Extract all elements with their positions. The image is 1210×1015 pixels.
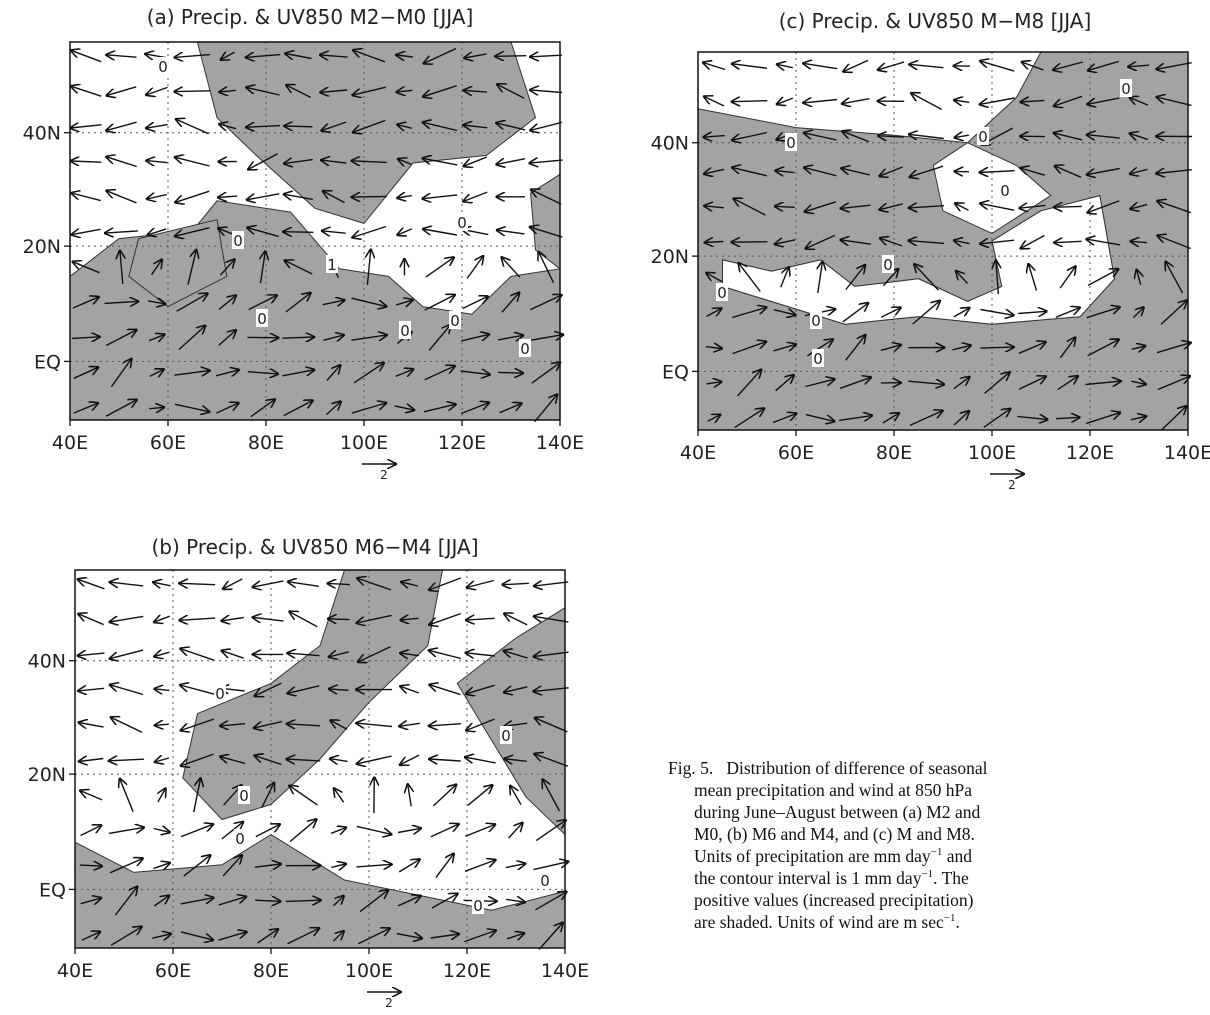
contour-label: 0 <box>1121 80 1131 98</box>
y-tick-label: EQ <box>34 351 61 373</box>
superscript: −1 <box>944 912 956 924</box>
contour-label: 0 <box>1000 182 1010 200</box>
map-panel: (c) Precip. & UV850 M−M8 [JJA] 0 0 0 0 0 0 0 0 40… <box>651 9 1210 492</box>
figure: (a) Precip. & UV850 M2−M0 [JJA]000000014… <box>0 0 1210 1015</box>
y-tick-label: 40N <box>23 123 61 145</box>
map-panel: (a) Precip. & UV850 M2−M0 [JJA]000000014… <box>23 5 585 482</box>
contour-label: 1 <box>327 256 337 274</box>
x-tick-label: 80E <box>253 960 289 982</box>
wind-vector <box>328 619 350 620</box>
x-tick-label: 60E <box>155 960 191 982</box>
y-tick-label: EQ <box>39 879 66 901</box>
panel-title: (c) Precip. & UV850 M−M8 [JJA] <box>779 9 1092 33</box>
reference-vector-label: 2 <box>1008 478 1016 492</box>
contour-label: 0 <box>158 58 168 76</box>
x-tick-label: 40E <box>680 442 716 464</box>
contour-label: 0 <box>457 214 467 232</box>
panel-title: (a) Precip. & UV850 M2−M0 [JJA] <box>147 5 474 29</box>
contour-label: 0 <box>786 134 796 152</box>
x-tick-label: 40E <box>52 432 88 454</box>
contour-label: 0 <box>400 322 410 340</box>
wind-vector <box>174 91 210 92</box>
x-tick-label: 140E <box>541 960 589 982</box>
x-tick-label: 80E <box>876 442 912 464</box>
caption-label: Fig. 5. <box>668 758 713 778</box>
wind-vector <box>80 865 102 866</box>
reference-vector-label: 2 <box>385 996 393 1010</box>
wind-vector <box>980 347 1013 348</box>
wind-vector <box>775 206 795 207</box>
x-tick-label: 120E <box>438 432 486 454</box>
contour-label: 0 <box>235 830 245 848</box>
x-tick-label: 40E <box>57 960 93 982</box>
caption-text: Distribution of difference of seasonal m… <box>694 758 987 932</box>
y-tick-label: 40N <box>28 651 66 673</box>
contour-label: 0 <box>215 685 225 703</box>
x-tick-label: 100E <box>345 960 393 982</box>
x-tick-label: 80E <box>248 432 284 454</box>
x-tick-label: 140E <box>1164 442 1210 464</box>
page: (a) Precip. & UV850 M2−M0 [JJA]000000014… <box>0 0 1210 1015</box>
contour-label: 0 <box>501 727 511 745</box>
x-tick-label: 60E <box>778 442 814 464</box>
x-tick-label: 140E <box>536 432 584 454</box>
map-panel: (b) Precip. & UV850 M6−M4 [JJA] 0 0 0 0 0 0 40E… <box>28 535 590 1010</box>
y-tick-label: 20N <box>23 236 61 258</box>
panel-title: (b) Precip. & UV850 M6−M4 [JJA] <box>151 535 478 559</box>
contour-label: 0 <box>540 872 550 890</box>
y-tick-label: 20N <box>651 246 689 268</box>
y-tick-label: EQ <box>662 361 689 383</box>
x-tick-label: 100E <box>340 432 388 454</box>
wind-vector <box>732 101 768 102</box>
wind-vector <box>283 232 313 233</box>
wind-vector <box>495 56 526 57</box>
contour-label: 0 <box>520 340 530 358</box>
reference-vector-label: 2 <box>380 468 388 482</box>
contour-label: 0 <box>239 787 249 805</box>
caption: Fig. 5. Distribution of difference of se… <box>668 757 994 933</box>
x-tick-label: 60E <box>150 432 186 454</box>
contour-label: 0 <box>883 256 893 274</box>
wind-vector <box>284 126 312 127</box>
wind-vector <box>1054 206 1082 207</box>
contour-label: 0 <box>257 310 267 328</box>
contour-label: 0 <box>233 232 243 250</box>
y-tick-label: 40N <box>651 133 689 155</box>
contour-label: 0 <box>978 128 988 146</box>
contour-label: 0 <box>473 897 483 915</box>
superscript: −1 <box>931 846 943 858</box>
contour-label: 0 <box>811 312 821 330</box>
contour-label: 0 <box>450 312 460 330</box>
wind-vector <box>705 242 724 243</box>
x-tick-label: 120E <box>1066 442 1114 464</box>
wind-vector <box>498 372 523 373</box>
wind-vector <box>351 197 386 198</box>
x-tick-label: 120E <box>443 960 491 982</box>
caption-segment: . <box>956 912 960 932</box>
contour-label: 0 <box>717 284 727 302</box>
x-tick-label: 100E <box>968 442 1016 464</box>
superscript: −1 <box>921 868 933 880</box>
contour-label: 0 <box>813 350 823 368</box>
y-tick-label: 20N <box>28 764 66 786</box>
